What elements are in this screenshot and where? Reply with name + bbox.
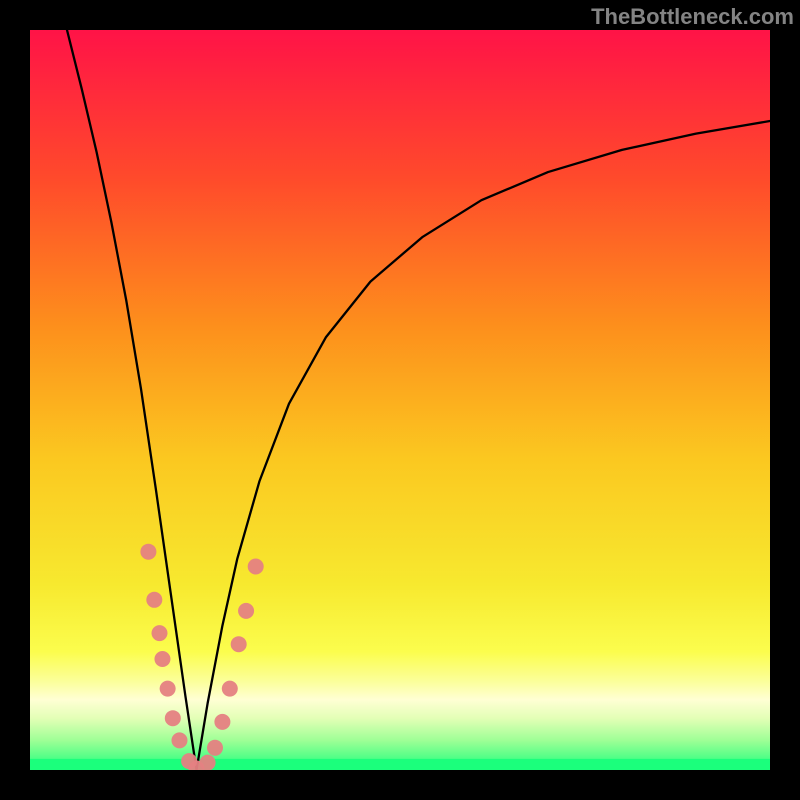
data-marker [214, 714, 230, 730]
data-marker [207, 740, 223, 756]
data-marker [200, 755, 216, 771]
data-marker [154, 651, 170, 667]
data-marker [238, 603, 254, 619]
data-marker [146, 592, 162, 608]
data-marker [165, 710, 181, 726]
bottleneck-chart [0, 0, 800, 800]
watermark-text: TheBottleneck.com [591, 4, 794, 30]
data-marker [171, 732, 187, 748]
data-marker [140, 544, 156, 560]
chart-frame: TheBottleneck.com [0, 0, 800, 800]
data-marker [152, 625, 168, 641]
data-marker [222, 681, 238, 697]
data-marker [231, 636, 247, 652]
bottom-fill [30, 759, 770, 770]
data-marker [160, 681, 176, 697]
data-marker [248, 559, 264, 575]
